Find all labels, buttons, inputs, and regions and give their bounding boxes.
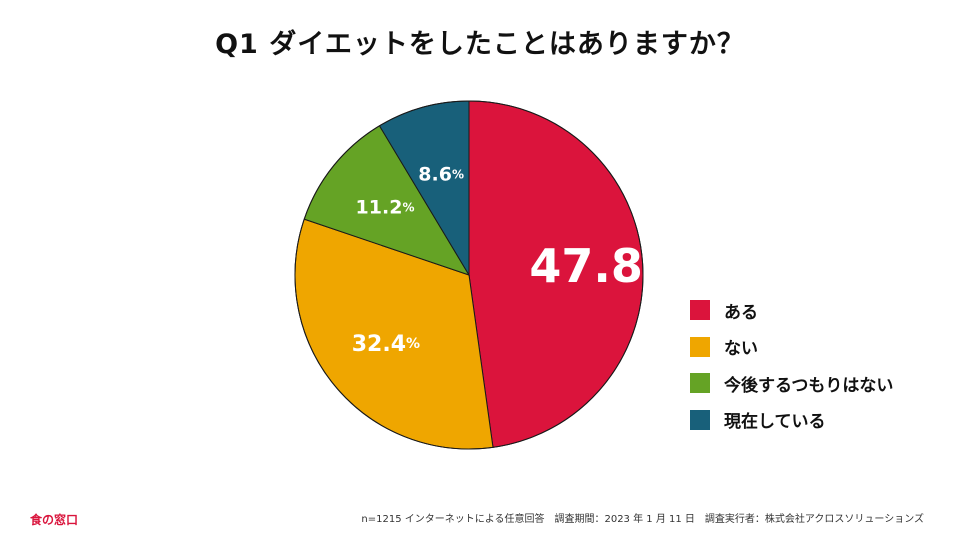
slice-value-label-3: 11.2% <box>356 196 415 218</box>
legend-item-4: 現在している <box>690 408 893 432</box>
legend-swatch <box>690 373 710 393</box>
chart-title: Q1 ダイエットをしたことはありますか？ <box>215 29 745 60</box>
legend-label: ない <box>724 339 758 359</box>
legend-label: ある <box>724 302 758 323</box>
legend-item-2: ない <box>690 335 893 359</box>
slice-value-label-2: 32.4% <box>352 331 420 356</box>
legend-label: 現在している <box>724 412 826 432</box>
survey-footnote: n=1215 インターネットによる任意回答 調査期間：2023 年 1 月 11… <box>361 514 924 525</box>
legend-item-3: 今後するつもりはない <box>690 371 894 396</box>
legend-swatch <box>690 300 710 320</box>
pie-outline <box>294 100 644 450</box>
legend-swatch <box>690 409 710 430</box>
legend-item-1: ある <box>690 298 893 323</box>
legend-label: 今後するつもりはない <box>724 375 894 396</box>
slice-value-label-4: 8.6% <box>418 163 464 185</box>
legend: あるない今後するつもりはない 現在している <box>690 298 893 444</box>
slice-value-label-1: 47.8% <box>529 239 669 293</box>
legend-swatch <box>690 336 710 357</box>
brand-logo: 食の窓口 <box>30 513 79 527</box>
